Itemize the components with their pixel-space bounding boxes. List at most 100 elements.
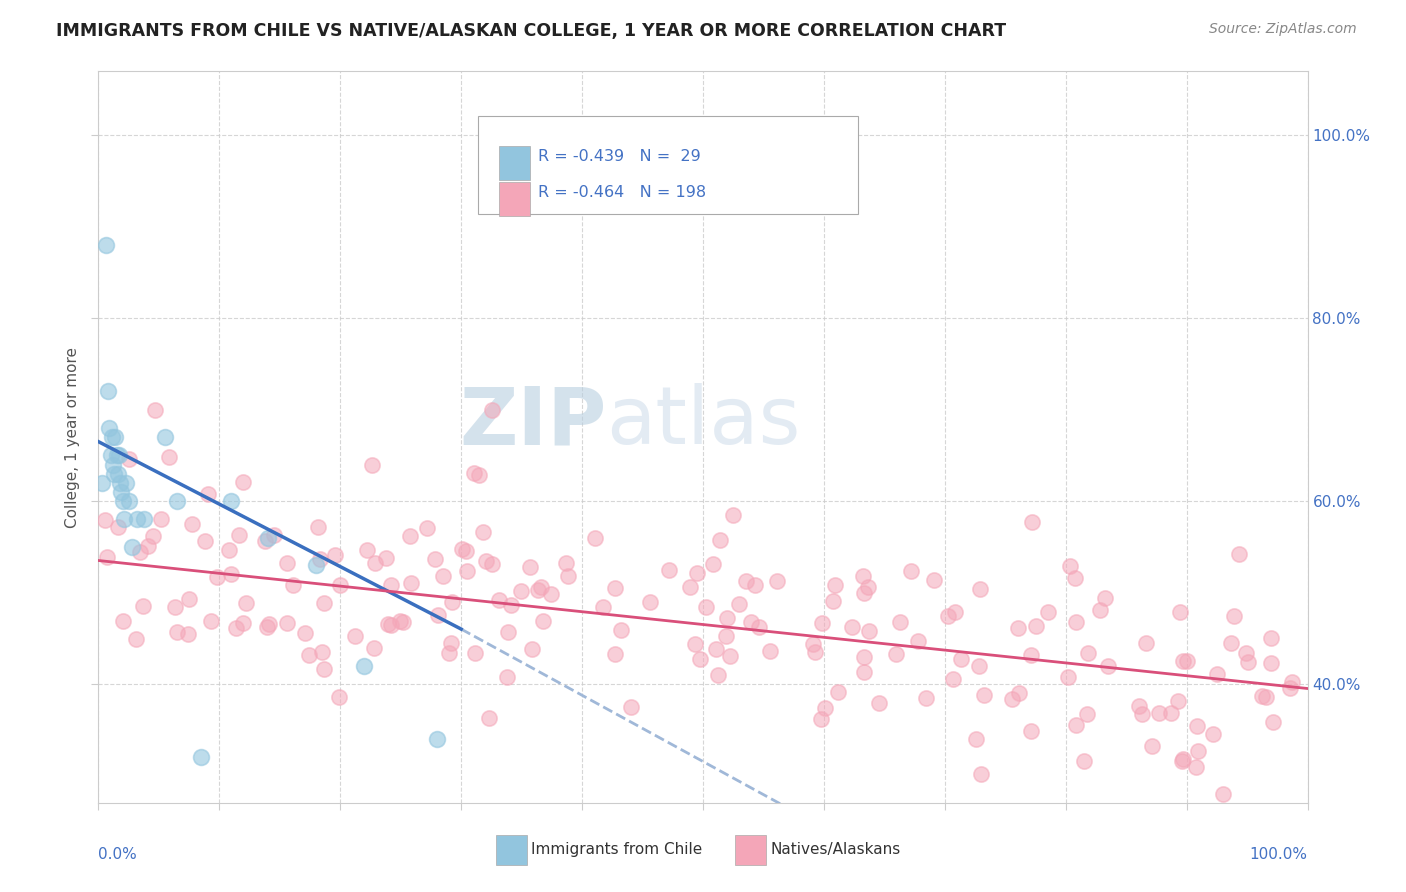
Point (1128, 699, 1150, 714)
Point (1140, 739, 1163, 754)
Point (100, 430, 122, 444)
Point (377, 617, 399, 632)
Point (225, 621, 247, 635)
Point (1279, 681, 1302, 695)
Point (115, 475, 138, 490)
Point (415, 521, 437, 535)
Point (706, 667, 728, 681)
Point (803, 645, 825, 659)
Point (827, 684, 849, 698)
Point (702, 558, 724, 572)
Point (166, 625, 188, 640)
Point (748, 620, 770, 634)
Text: IMMIGRANTS FROM CHILE VS NATIVE/ALASKAN COLLEGE, 1 YEAR OR MORE CORRELATION CHAR: IMMIGRANTS FROM CHILE VS NATIVE/ALASKAN … (56, 22, 1007, 40)
Point (309, 552, 332, 566)
Point (592, 600, 614, 615)
Point (312, 596, 335, 610)
Point (153, 430, 176, 444)
Point (638, 595, 661, 609)
Point (104, 430, 127, 444)
Text: R = -0.439   N =  29: R = -0.439 N = 29 (538, 149, 702, 164)
Point (451, 541, 474, 556)
Text: Source: ZipAtlas.com: Source: ZipAtlas.com (1209, 22, 1357, 37)
Text: 0.0%: 0.0% (98, 847, 138, 862)
Point (841, 620, 863, 634)
Point (142, 529, 165, 543)
Point (374, 551, 396, 566)
Point (740, 615, 762, 629)
Point (283, 577, 305, 591)
Point (125, 632, 148, 647)
Point (704, 641, 727, 656)
Point (1175, 654, 1198, 668)
Point (1019, 648, 1042, 663)
Point (298, 648, 321, 662)
Point (868, 696, 890, 710)
Point (498, 624, 520, 639)
Point (325, 548, 347, 562)
Point (110, 485, 132, 500)
Point (658, 563, 681, 577)
Y-axis label: College, 1 year or more: College, 1 year or more (65, 347, 80, 527)
Point (1063, 571, 1085, 585)
Point (361, 458, 384, 472)
Point (256, 531, 278, 545)
Point (392, 615, 415, 629)
Point (107, 520, 129, 534)
Point (432, 568, 454, 582)
Point (1281, 675, 1303, 690)
Point (91, 475, 114, 490)
Point (311, 645, 333, 659)
Point (380, 577, 402, 591)
Point (852, 665, 875, 679)
Point (134, 512, 156, 526)
Point (471, 525, 494, 540)
Point (603, 581, 626, 595)
Point (942, 672, 965, 686)
Point (108, 475, 131, 490)
Point (439, 635, 461, 649)
Point (695, 599, 717, 614)
Point (735, 574, 758, 588)
Point (426, 731, 449, 746)
Point (388, 614, 411, 628)
Point (356, 542, 378, 557)
Point (427, 608, 450, 623)
Point (1160, 706, 1182, 721)
Point (499, 598, 522, 612)
Point (353, 658, 375, 673)
Point (235, 596, 257, 610)
Point (165, 600, 187, 615)
Point (1130, 707, 1153, 722)
Point (200, 615, 222, 629)
Point (886, 647, 908, 661)
Point (105, 448, 128, 462)
Point (1135, 636, 1157, 650)
Point (965, 732, 987, 747)
Point (437, 646, 460, 660)
Point (727, 597, 749, 611)
Point (1090, 603, 1112, 617)
Point (714, 629, 737, 643)
Point (685, 637, 707, 651)
Point (967, 658, 990, 673)
Point (96, 550, 118, 565)
Point (814, 701, 837, 715)
Point (197, 487, 219, 501)
Point (132, 599, 155, 614)
Point (1076, 646, 1098, 660)
Point (716, 611, 738, 625)
Point (1057, 670, 1080, 684)
Point (149, 512, 172, 526)
Point (1008, 686, 1031, 700)
Point (1094, 591, 1116, 606)
Point (555, 556, 578, 570)
Point (157, 450, 180, 464)
Point (1251, 689, 1274, 703)
Point (108, 448, 131, 462)
Point (1001, 692, 1024, 706)
Point (1234, 646, 1257, 660)
Point (531, 614, 554, 628)
Point (605, 647, 627, 661)
Point (1173, 654, 1195, 668)
